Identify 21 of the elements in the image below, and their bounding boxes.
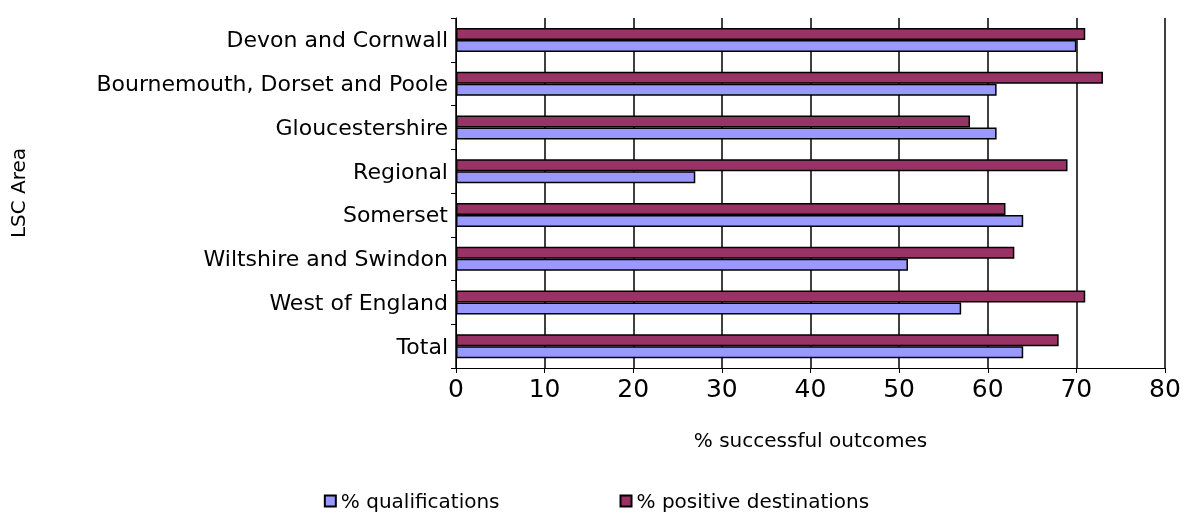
x-tick-label: 80 — [1149, 374, 1181, 403]
y-tick-label: Wiltshire and Swindon — [203, 246, 448, 272]
legend-label: % qualifications — [340, 489, 500, 513]
y-tick-label: Bournemouth, Dorset and Poole — [96, 71, 448, 97]
y-axis-title: LSC Area — [6, 147, 30, 239]
x-tick-label: 70 — [1060, 374, 1093, 403]
x-tick-label: 0 — [448, 374, 464, 403]
y-tick-label: Gloucestershire — [275, 114, 448, 140]
x-tick-label: 60 — [971, 374, 1004, 403]
x-axis-title: % successful outcomes — [693, 428, 928, 452]
y-tick-label: Regional — [353, 158, 448, 184]
y-tick-label: Devon and Cornwall — [226, 27, 448, 53]
x-tick-label: 20 — [617, 374, 650, 403]
x-tick-label: 40 — [794, 374, 827, 403]
legend-label: % positive destinations — [636, 489, 870, 513]
x-tick-label: 30 — [705, 374, 738, 403]
x-tick-label: 10 — [528, 374, 561, 403]
y-tick-label: West of England — [269, 289, 448, 315]
y-tick-label: Somerset — [342, 202, 449, 228]
x-tick-label: 50 — [883, 374, 916, 403]
y-tick-label: Total — [395, 333, 448, 359]
